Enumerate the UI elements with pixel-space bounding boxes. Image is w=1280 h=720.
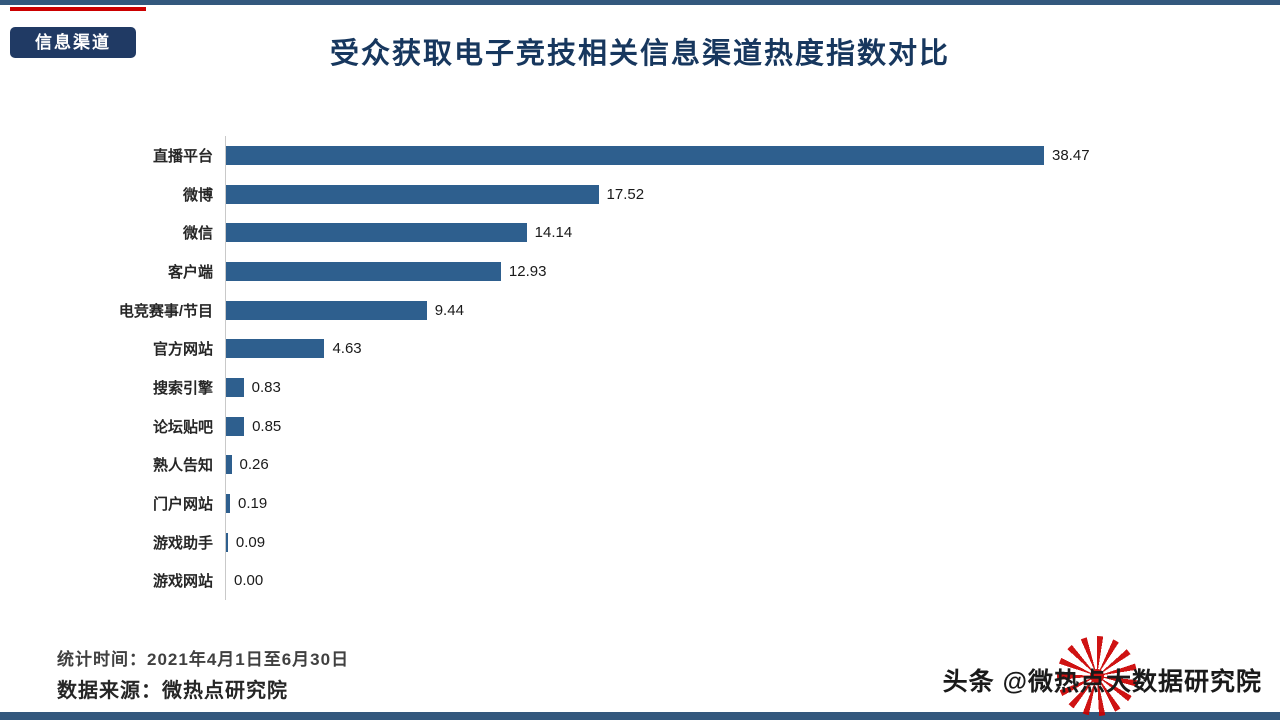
data-source-label: 数据来源：微热点研究院 [57, 680, 288, 702]
category-label: 客户端 [167, 263, 213, 281]
chart-row: 熟人告知 0.26 [0, 445, 1240, 485]
bar [226, 455, 232, 475]
chart-row: 电竞赛事/节目 9.44 [0, 290, 1240, 330]
chart-row: 门户网站 0.19 [0, 484, 1240, 523]
plot-area: 17.52 [225, 174, 1240, 214]
plot-area: 14.14 [225, 213, 1240, 253]
plot-area: 0.19 [225, 484, 1240, 523]
category-label: 微信 [182, 225, 213, 243]
bar [226, 223, 527, 243]
bar [226, 261, 501, 281]
red-accent-bar [10, 7, 146, 11]
plot-area: 0.85 [225, 406, 1240, 446]
category-label: 官方网站 [152, 341, 213, 359]
plot-area: 0.83 [225, 368, 1240, 407]
bottom-border [0, 712, 1280, 720]
value-label: 17.52 [606, 185, 645, 203]
value-label: 12.93 [508, 262, 547, 280]
bar [226, 377, 244, 397]
category-label: 微博 [182, 186, 213, 204]
plot-area: 0.09 [225, 522, 1240, 562]
stat-time-label: 统计时间：2021年4月1日至6月30日 [57, 650, 350, 669]
category-label: 论坛贴吧 [152, 418, 213, 436]
value-label: 0.83 [251, 378, 281, 396]
value-label: 9.44 [434, 301, 464, 319]
value-label: 0.85 [252, 417, 282, 435]
sunburst-logo-icon [1057, 636, 1137, 716]
value-label: 14.14 [534, 224, 573, 242]
category-label: 电竞赛事/节目 [118, 302, 213, 320]
chart-row: 官方网站 4.63 [0, 329, 1240, 369]
value-label: 0.19 [238, 495, 268, 513]
bar [226, 532, 228, 552]
value-label: 4.63 [332, 340, 362, 358]
category-label: 直播平台 [152, 147, 213, 165]
chart-row: 游戏网站 0.00 [0, 561, 1240, 601]
section-badge: 信息渠道 [10, 27, 136, 58]
plot-area: 38.47 [225, 136, 1240, 175]
category-label: 游戏助手 [152, 534, 213, 552]
bar [226, 339, 325, 359]
chart-row: 游戏助手 0.09 [0, 522, 1240, 562]
plot-area: 0.26 [225, 445, 1240, 485]
bar [226, 145, 1044, 165]
category-label: 搜索引擎 [152, 379, 213, 397]
value-label: 0.09 [235, 533, 266, 551]
bar [226, 494, 231, 514]
chart-row: 微博 17.52 [0, 174, 1240, 214]
category-label: 门户网站 [152, 496, 213, 514]
bar [226, 300, 427, 320]
plot-area: 4.63 [225, 329, 1240, 369]
category-label: 熟人告知 [152, 457, 213, 475]
page-title: 受众获取电子竞技相关信息渠道热度指数对比 [329, 38, 950, 70]
bar [226, 416, 245, 436]
plot-area: 12.93 [225, 252, 1240, 291]
category-label: 游戏网站 [152, 573, 213, 591]
value-label: 0.26 [239, 456, 269, 474]
watermark-text: 头条 @微热点大数据研究院 [942, 668, 1262, 696]
chart-row: 微信 14.14 [0, 213, 1240, 253]
plot-area: 0.00 [225, 561, 1240, 601]
plot-area: 9.44 [225, 290, 1240, 330]
chart-row: 论坛贴吧 0.85 [0, 406, 1240, 446]
bar-chart: 直播平台 38.47 微博 17.52 微信 14.14 客户端 12.93 电竞赛事/节目 9.… [0, 136, 1240, 601]
top-border [0, 0, 1280, 5]
chart-row: 客户端 12.93 [0, 252, 1240, 291]
value-label: 0.00 [234, 572, 264, 590]
chart-row: 直播平台 38.47 [0, 136, 1240, 175]
value-label: 38.47 [1052, 146, 1090, 164]
bar [226, 184, 599, 204]
chart-row: 搜索引擎 0.83 [0, 368, 1240, 407]
